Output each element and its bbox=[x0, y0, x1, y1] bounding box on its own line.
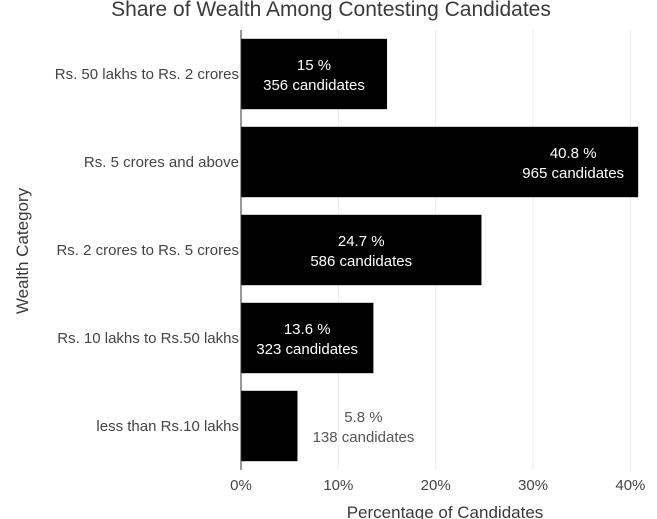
y-axis-title: Wealth Category bbox=[13, 187, 32, 314]
data-label-percent: 15 % bbox=[297, 57, 331, 74]
data-label-count: 965 candidates bbox=[522, 165, 624, 182]
data-label-count: 586 candidates bbox=[310, 253, 412, 270]
data-label-percent: 40.8 % bbox=[550, 145, 597, 162]
bar bbox=[241, 38, 388, 110]
y-category-label: Rs. 2 crores to Rs. 5 crores bbox=[56, 242, 239, 259]
x-tick-label: 30% bbox=[518, 477, 548, 494]
y-category-label: less than Rs.10 lakhs bbox=[96, 418, 239, 435]
x-tick-label: 20% bbox=[421, 477, 451, 494]
bar bbox=[241, 390, 298, 462]
y-category-label: Rs. 5 crores and above bbox=[84, 154, 239, 171]
data-label-count: 138 candidates bbox=[313, 429, 415, 446]
data-labels: 15 % 356 candidates 40.8 % 965 candidates 24… bbox=[256, 57, 624, 446]
data-label-count: 323 candidates bbox=[256, 341, 358, 358]
data-label-percent: 24.7 % bbox=[338, 233, 385, 250]
bar bbox=[241, 214, 482, 286]
chart-title: Share of Wealth Among Contesting Candida… bbox=[111, 0, 551, 21]
bar bbox=[241, 302, 374, 374]
x-tick-label: 0% bbox=[230, 477, 252, 494]
x-tick-labels: 0% 10% 20% 30% 40% bbox=[230, 477, 645, 494]
bar bbox=[241, 126, 639, 198]
data-label-percent: 5.8 % bbox=[344, 409, 382, 426]
data-label-count: 356 candidates bbox=[263, 77, 365, 94]
x-axis-title: Percentage of Candidates bbox=[347, 503, 544, 519]
data-label-percent: 13.6 % bbox=[284, 321, 331, 338]
y-category-label: Rs. 10 lakhs to Rs.50 lakhs bbox=[57, 330, 239, 347]
x-tick-label: 10% bbox=[323, 477, 353, 494]
x-tick-label: 40% bbox=[615, 477, 645, 494]
y-category-labels: Rs. 50 lakhs to Rs. 2 crores Rs. 5 crores… bbox=[55, 66, 239, 435]
y-category-label: Rs. 50 lakhs to Rs. 2 crores bbox=[55, 66, 239, 83]
bars bbox=[241, 38, 639, 462]
